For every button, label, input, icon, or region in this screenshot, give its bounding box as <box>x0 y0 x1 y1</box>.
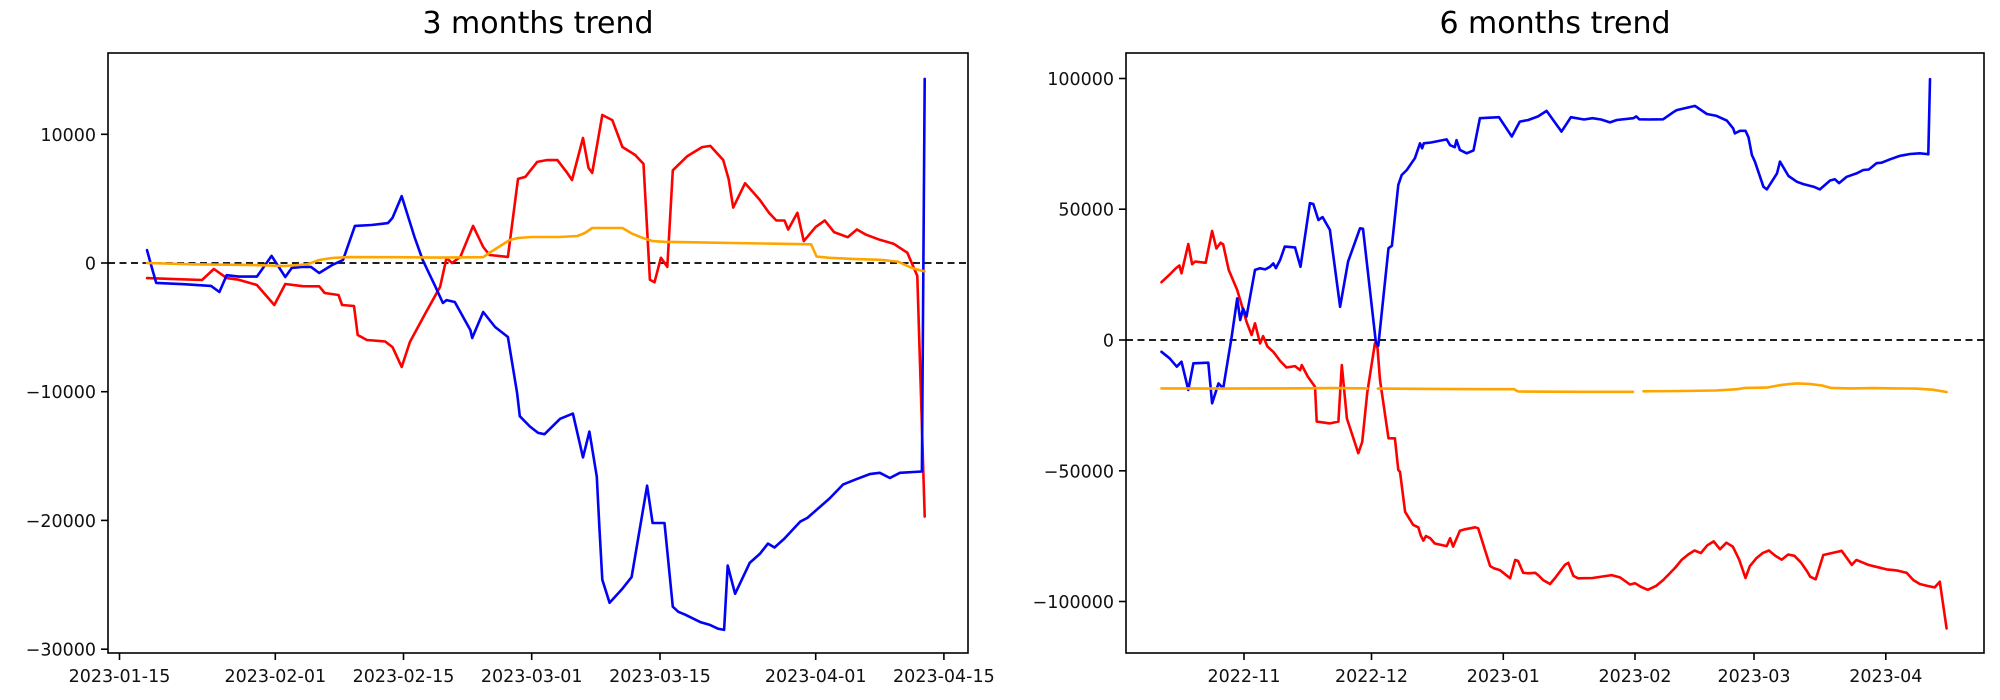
orange-line <box>1376 387 1635 394</box>
y-tick-label: −20000 <box>26 512 96 532</box>
y-tick-label: −30000 <box>26 641 96 661</box>
axes-frame <box>1125 52 1985 654</box>
plot-area-right: 2022-11 2022-12 2023-01 2023-02 2023-03 2023-… <box>1033 52 1985 687</box>
blue-line <box>145 77 927 632</box>
x-tick-label: 2023-04 <box>1849 667 1922 687</box>
x-tick-label: 2023-04-15 <box>893 667 995 687</box>
y-tick-label: 10000 <box>40 126 96 146</box>
red-line <box>145 113 927 518</box>
left-chart-title: 3 months trend <box>422 6 654 41</box>
orange-line <box>1160 386 1369 390</box>
blue-line <box>1160 77 1932 405</box>
y-tick-label: 0 <box>1103 332 1114 352</box>
y-tick-label: 100000 <box>1047 70 1114 90</box>
x-tick-label: 2023-03-15 <box>609 667 711 687</box>
x-tick-label: 2023-01-15 <box>69 667 171 687</box>
y-tick-label: −50000 <box>1044 462 1114 482</box>
axes-frame <box>107 52 969 654</box>
x-tick-label: 2023-04-01 <box>765 667 867 687</box>
x-tick-label: 2023-03-01 <box>481 667 583 687</box>
y-tick-label: −100000 <box>1033 593 1114 613</box>
right-chart-title: 6 months trend <box>1439 6 1671 41</box>
x-tick-label: 2022-11 <box>1207 667 1280 687</box>
x-tick-label: 2022-12 <box>1335 667 1408 687</box>
x-tick-label: 2023-02 <box>1598 667 1671 687</box>
y-tick-label: 0 <box>85 255 96 275</box>
red-line <box>1160 229 1948 630</box>
orange-line <box>145 226 927 273</box>
x-tick-label: 2023-03 <box>1717 667 1790 687</box>
y-tick-label: −10000 <box>26 383 96 403</box>
x-tick-label: 2023-02-01 <box>224 667 326 687</box>
orange-line <box>1642 382 1948 394</box>
plot-area-left: 2023-01-15 2023-02-01 2023-02-15 2023-03-01… <box>26 52 995 687</box>
x-tick-label: 2023-01 <box>1467 667 1540 687</box>
y-tick-label: 50000 <box>1058 201 1114 221</box>
x-tick-label: 2023-02-15 <box>353 667 455 687</box>
